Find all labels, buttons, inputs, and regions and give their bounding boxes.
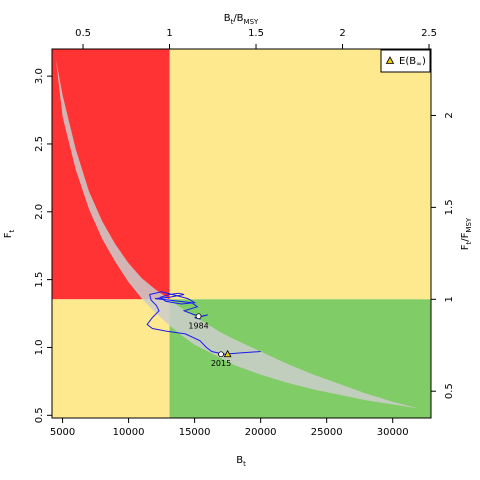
year-point-2015	[218, 351, 224, 358]
top-tick-label: 1	[166, 28, 172, 39]
biomass-fishing-trajectory	[146, 291, 261, 355]
y-axis-title-sub: t	[8, 229, 16, 232]
x-tick-label: 5000	[50, 427, 75, 438]
y-tick-label: 2.0	[34, 204, 45, 220]
x-tick-label: 30000	[377, 427, 409, 438]
year-point-1984	[195, 313, 202, 320]
x-axis-title: Bt	[236, 455, 246, 468]
x-axis-title-sub: t	[243, 460, 246, 468]
legend-label-sub: ∞	[416, 60, 422, 68]
top-tick-label: 0.5	[75, 28, 91, 39]
y-axis-title-main: F	[3, 232, 14, 238]
year-label-2015: 2015	[211, 359, 231, 368]
equilibrium-marker	[223, 349, 232, 358]
top-axis-title-sub2: MSY	[244, 18, 259, 26]
right-axis-title: Ft/FMSY	[460, 217, 473, 250]
x-tick-label: 15000	[179, 427, 211, 438]
right-axis-title-main: F	[460, 244, 471, 250]
top-axis-title: Bt/BMSY	[224, 13, 259, 26]
x-tick-label: 25000	[311, 427, 343, 438]
legend-equilibrium-icon	[385, 56, 395, 64]
axes: 5000 10000 15000 20000 25000 30000 0.5 1.0 1.5 2.…	[34, 28, 455, 438]
x-tick-label: 20000	[245, 427, 277, 438]
right-tick-label: 2	[444, 112, 455, 118]
right-axis-title-sub2: MSY	[465, 217, 473, 232]
y-tick-label: 0.5	[34, 407, 45, 423]
y-tick-label: 3.0	[34, 68, 45, 84]
year-markers: 1984 2015	[188, 313, 232, 368]
right-axis-title-mid: /F	[460, 232, 471, 241]
year-label-1984: 1984	[188, 321, 208, 330]
legend-label-end: )	[422, 56, 426, 67]
top-axis-title-sub1: t	[231, 18, 234, 26]
y-axis-title: Ft	[3, 229, 16, 238]
trajectory-line	[146, 291, 261, 355]
legend: E(B∞)	[380, 49, 431, 73]
x-axis-title-main: B	[236, 455, 243, 466]
x-tick-label: 10000	[113, 427, 145, 438]
top-tick-label: 1.5	[248, 28, 264, 39]
quadrant-healthy	[169, 299, 431, 418]
y-tick-label: 2.5	[34, 136, 45, 152]
legend-box	[380, 49, 431, 73]
legend-label: E(B	[399, 56, 416, 67]
status-quadrants	[52, 49, 431, 418]
right-tick-label: 0.5	[444, 383, 455, 399]
right-tick-label: 1	[444, 296, 455, 302]
quadrant-overfishing	[169, 49, 431, 300]
top-axis-title-mid: /B	[233, 13, 243, 24]
svg-text:E(B∞): E(B∞)	[399, 56, 426, 68]
y-tick-label: 1.5	[34, 272, 45, 288]
top-tick-label: 2.5	[421, 28, 437, 39]
y-tick-label: 1.0	[34, 340, 45, 356]
right-tick-label: 1.5	[444, 199, 455, 215]
quadrant-overfished	[52, 299, 170, 418]
top-axis-title-main: B	[224, 13, 231, 24]
quadrant-overfished-overfishing	[52, 49, 170, 300]
top-tick-label: 2	[339, 28, 345, 39]
right-axis-title-sub1: t	[465, 241, 473, 244]
